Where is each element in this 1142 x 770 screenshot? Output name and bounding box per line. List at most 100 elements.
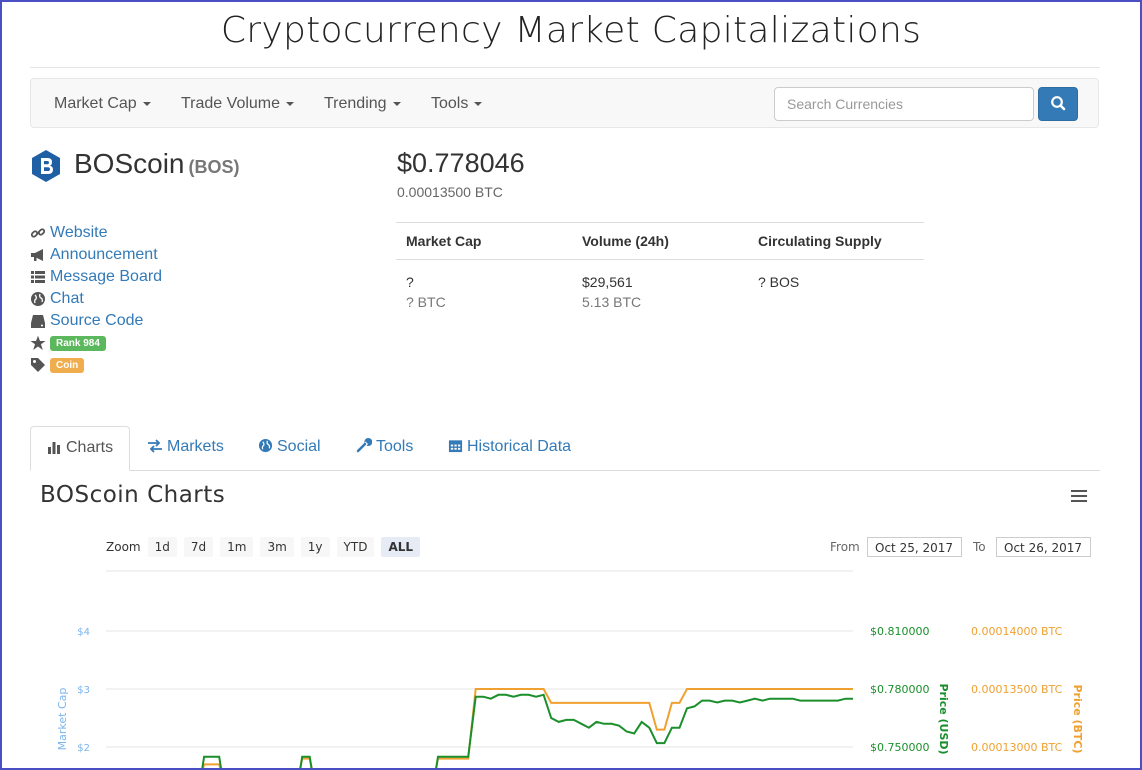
volume-cell: $29,561 5.13 BTC — [572, 272, 748, 312]
from-label: From — [830, 540, 860, 554]
globe-icon — [258, 438, 273, 453]
zoom-3m-button[interactable]: 3m — [260, 537, 294, 557]
exchange-icon — [148, 439, 162, 453]
bullhorn-icon — [31, 249, 43, 261]
left-axis-tick: $3 — [77, 685, 90, 696]
tab-bar: Charts Markets Social Tools Historical D… — [30, 426, 1100, 471]
coin-name-text: BOScoin — [74, 148, 185, 179]
usd-axis-tick: $0.750000 — [870, 741, 930, 754]
tab-markets[interactable]: Markets — [131, 426, 240, 469]
navbar: Market Cap Trade Volume Trending Tools — [30, 78, 1099, 128]
usd-axis-tick: $0.810000 — [870, 625, 930, 638]
btc-axis-tick: 0.00013500 BTC — [971, 683, 1063, 696]
chevron-down-icon — [392, 101, 401, 106]
usd-axis-label: Price (USD) — [937, 683, 950, 754]
search-icon — [1051, 96, 1066, 111]
nav-trending[interactable]: Trending — [324, 95, 401, 113]
chart-menu-icon[interactable] — [1071, 490, 1087, 504]
zoom-7d-button[interactable]: 7d — [183, 537, 214, 557]
link-chat: Chat — [30, 288, 162, 310]
globe-icon — [31, 292, 45, 306]
nav-market-cap[interactable]: Market Cap — [54, 95, 151, 113]
chevron-down-icon — [286, 101, 295, 106]
nav-market-cap-label: Market Cap — [54, 95, 137, 112]
chat-link[interactable]: Chat — [50, 290, 84, 307]
coin-name: BOScoin (BOS) — [74, 148, 240, 180]
nav-tools-label: Tools — [431, 95, 469, 112]
page-title: Cryptocurrency Market Capitalizations — [220, 10, 922, 51]
market-cap-btc: ? BTC — [406, 294, 446, 310]
announcement-link[interactable]: Announcement — [50, 246, 158, 263]
btc-axis-tick: 0.00014000 BTC — [971, 625, 1063, 638]
zoom-all-button[interactable]: ALL — [381, 537, 421, 557]
left-axis-tick: $2 — [77, 743, 90, 754]
price-btc-series-line — [201, 688, 853, 770]
bar-chart-icon — [48, 442, 60, 454]
chevron-down-icon — [142, 101, 151, 106]
zoom-controls: Zoom 1d 7d 1m 3m 1y YTD ALL — [106, 537, 421, 557]
link-announcement: Announcement — [30, 244, 162, 266]
price-chart: $4 $3 $2 Market Cap $0.810000 $0.780000 $0.750… — [56, 570, 1084, 770]
price-btc: 0.00013500 BTC — [397, 184, 503, 200]
tab-social[interactable]: Social — [242, 426, 337, 469]
nav-trade-volume[interactable]: Trade Volume — [181, 95, 295, 113]
source-code-link[interactable]: Source Code — [50, 312, 144, 329]
market-cap-usd: ? — [406, 274, 414, 290]
wrench-icon — [356, 437, 373, 453]
left-axis-label: Market Cap — [56, 688, 69, 751]
tab-charts-label: Charts — [66, 439, 114, 456]
website-link[interactable]: Website — [50, 224, 108, 241]
link-message-board: Message Board — [30, 266, 162, 288]
message-board-link[interactable]: Message Board — [50, 268, 163, 285]
to-date-input[interactable]: Oct 26, 2017 — [996, 537, 1091, 557]
nav-trending-label: Trending — [324, 95, 387, 112]
tag-icon — [31, 358, 45, 372]
calendar-icon — [448, 440, 463, 453]
volume-usd: $29,561 — [582, 274, 633, 290]
stats-values-row: ? ? BTC $29,561 5.13 BTC ? BOS — [396, 260, 924, 312]
nav-tools[interactable]: Tools — [431, 95, 483, 113]
link-source-code: Source Code — [30, 310, 162, 332]
tab-historical-data-label: Historical Data — [467, 438, 572, 455]
price-usd-series-line — [200, 693, 853, 770]
list-icon — [31, 271, 45, 283]
star-icon — [30, 335, 46, 350]
left-axis-tick: $4 — [77, 627, 90, 638]
zoom-1m-button[interactable]: 1m — [220, 537, 254, 557]
title-divider — [30, 67, 1100, 68]
stats-table: Market Cap Volume (24h) Circulating Supp… — [396, 222, 924, 312]
btc-axis-tick: 0.00013000 BTC — [971, 741, 1063, 754]
tab-markets-label: Markets — [167, 438, 224, 455]
zoom-1y-button[interactable]: 1y — [300, 537, 330, 557]
rank-badge: Rank 984 — [50, 335, 106, 351]
link-website: Website — [30, 222, 162, 244]
tab-charts[interactable]: Charts — [30, 426, 131, 471]
zoom-label: Zoom — [106, 540, 141, 554]
nav-trade-volume-label: Trade Volume — [181, 95, 281, 112]
hdd-icon — [31, 315, 45, 328]
header-volume: Volume (24h) — [582, 233, 669, 249]
search-input[interactable] — [774, 87, 1034, 121]
header-supply: Circulating Supply — [758, 233, 882, 249]
from-date-input[interactable]: Oct 25, 2017 — [867, 537, 962, 557]
tag-row: Coin — [30, 354, 162, 376]
coin-type-badge: Coin — [50, 357, 85, 373]
to-label: To — [973, 540, 986, 554]
zoom-ytd-button[interactable]: YTD — [336, 537, 375, 557]
link-icon — [30, 228, 46, 238]
search-button[interactable] — [1038, 87, 1078, 121]
price-usd: $0.778046 — [397, 148, 525, 178]
tab-tools[interactable]: Tools — [340, 426, 429, 469]
charts-title: BOScoin Charts — [40, 482, 226, 508]
tab-social-label: Social — [277, 438, 321, 455]
header-market-cap: Market Cap — [406, 233, 482, 249]
usd-axis-tick: $0.780000 — [870, 683, 930, 696]
zoom-1d-button[interactable]: 1d — [147, 537, 177, 557]
boscoin-logo-icon — [32, 150, 60, 182]
rank-row: Rank 984 — [30, 332, 162, 354]
supply-cell: ? BOS — [748, 272, 924, 312]
tab-historical-data[interactable]: Historical Data — [432, 426, 587, 469]
volume-btc: 5.13 BTC — [582, 294, 642, 310]
chevron-down-icon — [474, 101, 483, 106]
circulating-supply: ? BOS — [758, 274, 800, 290]
